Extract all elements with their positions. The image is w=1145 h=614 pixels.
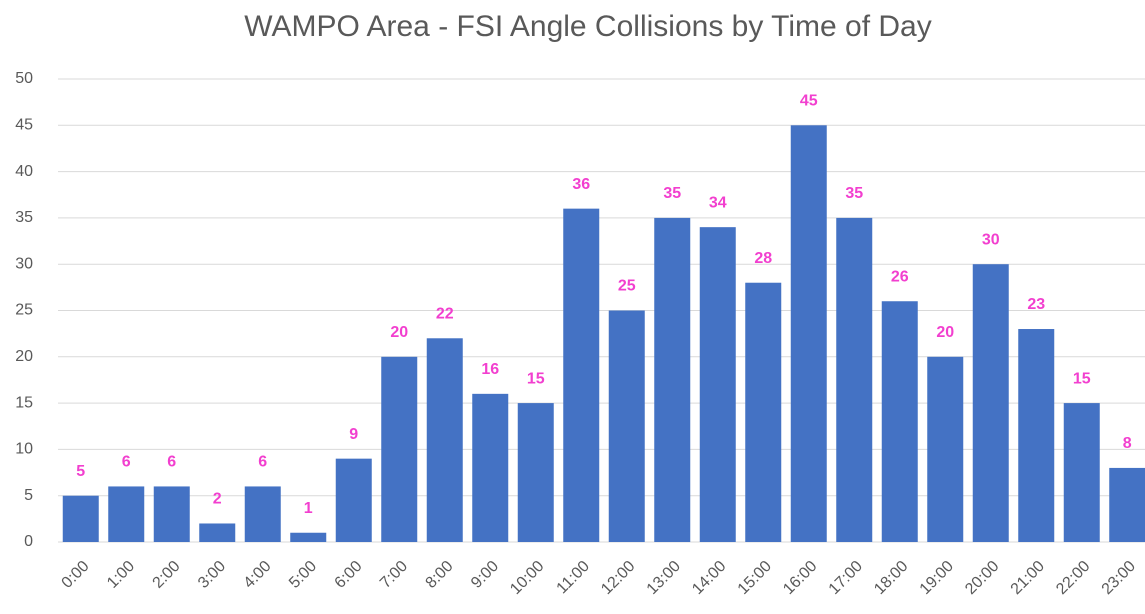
x-tick-label: 5:00 (286, 558, 320, 592)
bar (62, 495, 99, 542)
bar (654, 217, 691, 542)
y-tick-label: 5 (24, 487, 33, 504)
data-label: 28 (754, 250, 772, 267)
x-tick-label: 17:00 (826, 558, 866, 598)
bar (153, 486, 190, 542)
bar (699, 227, 736, 542)
x-tick-label: 23:00 (1099, 558, 1139, 598)
data-label: 23 (1027, 296, 1045, 313)
bar (972, 264, 1009, 542)
y-tick-label: 20 (15, 348, 33, 365)
chart-title: WAMPO Area - FSI Angle Collisions by Tim… (244, 10, 931, 43)
y-tick-label: 15 (15, 394, 33, 411)
data-label: 8 (1123, 435, 1132, 452)
bar (381, 356, 418, 542)
data-label: 15 (1073, 370, 1091, 387)
data-label: 20 (936, 324, 954, 341)
data-label: 36 (572, 176, 590, 193)
bar (927, 356, 964, 542)
y-tick-label: 0 (24, 533, 33, 550)
data-label: 9 (349, 426, 358, 443)
bar (745, 282, 782, 542)
data-label: 20 (390, 324, 408, 341)
x-tick-label: 16:00 (780, 558, 820, 598)
x-tick-label: 19:00 (917, 558, 957, 598)
y-tick-label: 50 (15, 70, 33, 87)
x-tick-label: 12:00 (598, 558, 638, 598)
x-tick-label: 18:00 (871, 558, 911, 598)
bar (1109, 467, 1145, 542)
x-tick-label: 10:00 (507, 558, 547, 598)
bar (517, 403, 554, 542)
x-tick-label: 8:00 (423, 558, 457, 592)
x-tick-label: 7:00 (377, 558, 411, 592)
data-label: 5 (76, 463, 85, 480)
y-tick-label: 30 (15, 255, 33, 272)
data-label: 1 (304, 500, 313, 517)
bar (108, 486, 145, 542)
x-tick-label: 14:00 (689, 558, 729, 598)
y-tick-label: 40 (15, 163, 33, 180)
x-tick-label: 3:00 (195, 558, 229, 592)
x-tick-label: 6:00 (332, 558, 366, 592)
x-tick-label: 0:00 (59, 558, 93, 592)
bar (426, 338, 463, 542)
bar (472, 393, 509, 542)
y-tick-label: 45 (15, 117, 33, 134)
x-tick-label: 15:00 (735, 558, 775, 598)
data-label: 35 (663, 185, 681, 202)
y-tick-label: 35 (15, 209, 33, 226)
x-tick-label: 22:00 (1053, 558, 1093, 598)
data-label: 16 (481, 361, 499, 378)
data-label: 6 (122, 454, 131, 471)
bar (335, 458, 372, 542)
data-label: 30 (982, 231, 1000, 248)
data-label: 6 (258, 454, 267, 471)
bar (790, 125, 827, 543)
y-tick-label: 25 (15, 302, 33, 319)
data-label: 26 (891, 268, 909, 285)
x-tick-label: 2:00 (150, 558, 184, 592)
data-label: 25 (618, 278, 636, 295)
x-tick-label: 1:00 (104, 558, 138, 592)
y-tick-label: 10 (15, 441, 33, 458)
x-tick-label: 21:00 (1008, 558, 1048, 598)
bar (881, 301, 918, 542)
x-tick-label: 11:00 (554, 558, 594, 598)
bar (563, 208, 600, 542)
data-label: 6 (167, 454, 176, 471)
bar (836, 217, 873, 542)
data-label: 2 (213, 491, 222, 508)
x-tick-label: 4:00 (241, 558, 275, 592)
data-label: 15 (527, 370, 545, 387)
bar (1063, 403, 1100, 542)
bar (608, 310, 645, 542)
data-label: 34 (709, 194, 727, 211)
data-label: 35 (845, 185, 863, 202)
data-label: 22 (436, 305, 454, 322)
bar (290, 532, 327, 542)
x-tick-label: 20:00 (962, 558, 1002, 598)
data-label: 45 (800, 93, 818, 110)
x-tick-label: 9:00 (468, 558, 502, 592)
bar (244, 486, 281, 542)
bar (199, 523, 236, 542)
bar (1018, 329, 1055, 542)
x-tick-label: 13:00 (644, 558, 684, 598)
